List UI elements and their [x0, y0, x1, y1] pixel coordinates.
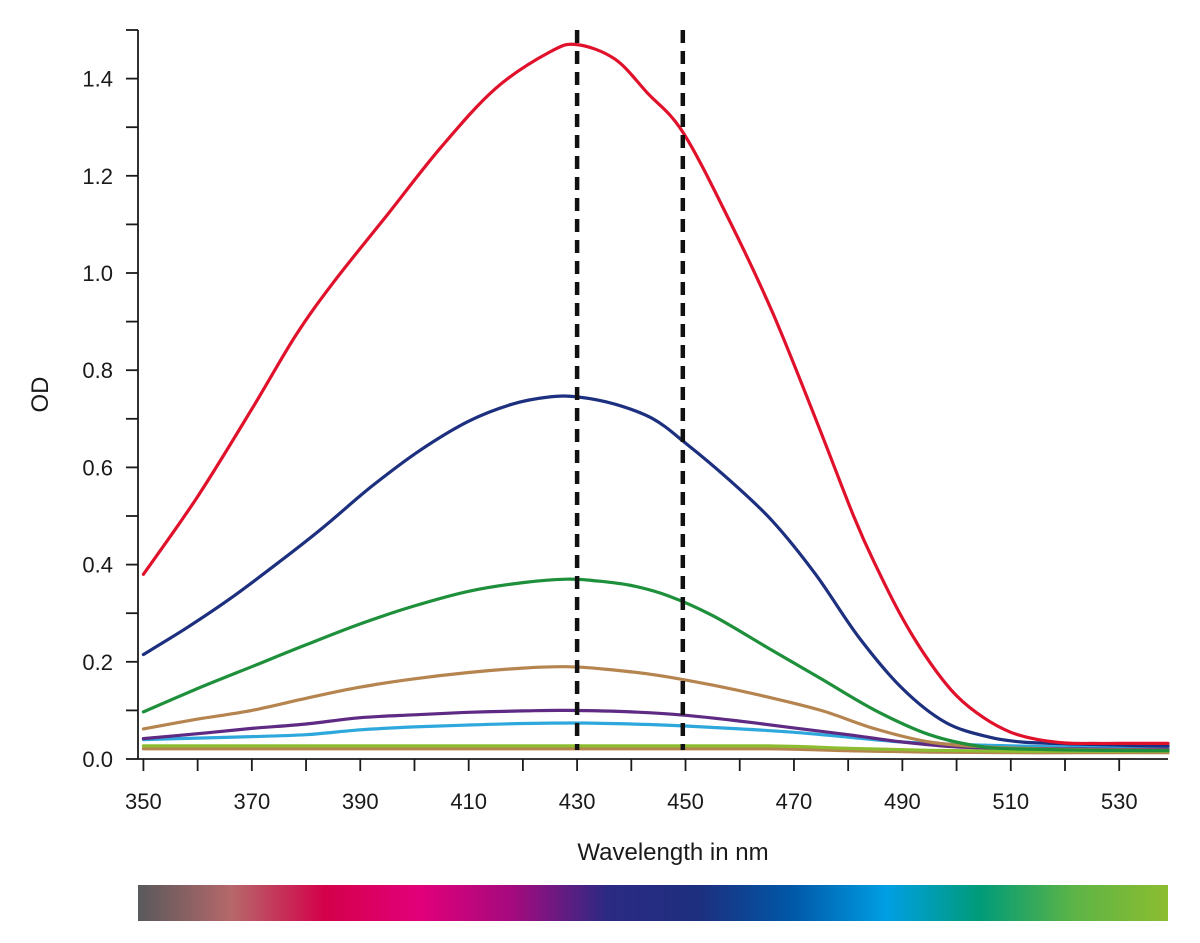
series-line-5: [141, 708, 1170, 751]
series-line-2: [141, 394, 1170, 748]
x-tick-label: 390: [342, 789, 379, 814]
wavelength-color-bar: [138, 885, 1168, 921]
y-axis-title: OD: [27, 377, 54, 413]
y-tick-label: 1.0: [82, 261, 113, 286]
y-tick-label: 0.8: [82, 358, 113, 383]
y-tick-label: 0.6: [82, 455, 113, 480]
x-tick-label: 370: [233, 789, 270, 814]
x-axis-title: Wavelength in nm: [577, 839, 768, 866]
x-tick-label: 510: [992, 789, 1029, 814]
x-tick-label: 530: [1101, 789, 1138, 814]
series-line-6: [141, 721, 1170, 750]
axes: [137, 30, 1168, 760]
reference-lines: [574, 30, 686, 750]
series-layer: [141, 42, 1170, 755]
y-tick-label: 1.4: [82, 67, 113, 92]
series-line-4: [141, 665, 1170, 752]
y-tick-label: 0.2: [82, 650, 113, 675]
x-tick-label: 450: [667, 789, 704, 814]
x-tick-label: 470: [776, 789, 813, 814]
series-line-1: [141, 42, 1170, 746]
x-tick-label: 490: [884, 789, 921, 814]
y-tick-label: 1.2: [82, 164, 113, 189]
ticks: 350 370 390 410 430 450 470 490 510 530 0.0 0.2 0.4 0…: [82, 29, 1138, 814]
series-line-7: [141, 744, 1170, 753]
x-tick-label: 350: [125, 789, 162, 814]
series-line-3: [141, 577, 1170, 753]
y-tick-label: 0.4: [82, 553, 113, 578]
x-tick-label: 430: [559, 789, 596, 814]
y-tick-label: 0.0: [82, 747, 113, 772]
x-tick-label: 410: [450, 789, 487, 814]
